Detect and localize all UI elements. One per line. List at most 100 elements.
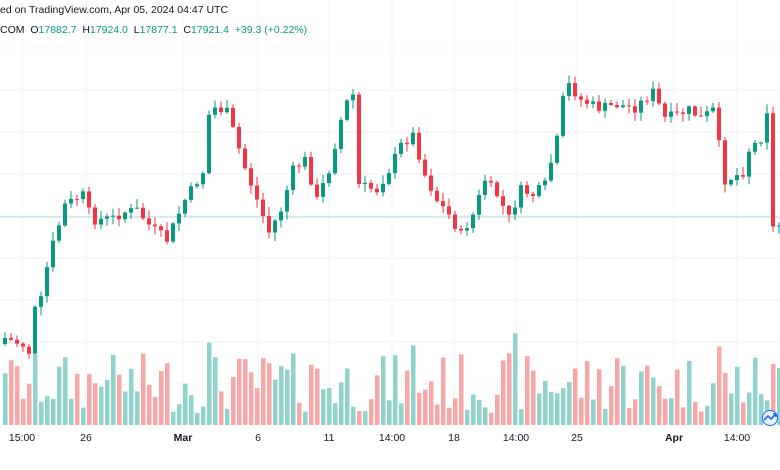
candle-body	[339, 119, 343, 149]
candle-body	[261, 199, 265, 216]
candle-body	[213, 107, 217, 115]
candle-body	[507, 205, 511, 215]
volume-bar	[237, 358, 242, 425]
candle-body	[225, 107, 229, 113]
volume-bar	[741, 402, 746, 425]
volume-bar	[555, 393, 560, 425]
volume-bar	[273, 379, 278, 425]
candle-body	[609, 103, 613, 105]
x-tick-label: 6	[255, 432, 261, 444]
volume-bar	[405, 370, 410, 425]
candle-body	[63, 203, 67, 226]
volume-bar	[363, 411, 368, 425]
volume-bar	[207, 342, 212, 425]
candle-body	[219, 107, 223, 113]
volume-bar	[135, 391, 140, 425]
volume-bar	[657, 386, 662, 425]
candle-body	[93, 207, 97, 225]
candle-body	[195, 184, 199, 187]
candle-body	[177, 213, 181, 224]
candle-body	[345, 100, 349, 120]
volume-bar	[93, 383, 98, 425]
volume-bar	[471, 394, 476, 425]
volume-bar	[567, 382, 572, 425]
candle-body	[423, 159, 427, 176]
candle-body	[399, 142, 403, 154]
volume-bar	[309, 364, 314, 425]
candle-body	[711, 107, 715, 112]
volume-bar	[531, 370, 536, 425]
candle-body	[69, 198, 73, 204]
volume-bar	[699, 411, 704, 425]
volume-bar	[585, 361, 590, 425]
volume-bar	[705, 405, 710, 425]
candle-body	[411, 132, 415, 145]
candle-body	[87, 191, 91, 208]
open-value: 17882.7	[38, 24, 77, 36]
candle-body	[33, 306, 37, 354]
candle-body	[669, 111, 673, 117]
volume-bar	[399, 403, 404, 425]
candle-body	[537, 185, 541, 196]
volume-bar	[357, 411, 362, 425]
volume-bar	[513, 333, 518, 425]
candle-body	[555, 135, 559, 163]
volume-bar	[231, 376, 236, 425]
candle-body	[21, 343, 25, 347]
volume-bar	[9, 360, 14, 425]
candle-body	[3, 337, 7, 344]
volume-bar	[717, 346, 722, 425]
volume-bar	[63, 357, 68, 425]
candle-body	[153, 224, 157, 227]
volume-bar	[69, 398, 74, 425]
volume-bar	[153, 397, 158, 425]
candle-body	[663, 103, 667, 117]
x-tick-label: 14:00	[723, 432, 751, 444]
candle-body	[441, 201, 445, 207]
candle-body	[627, 105, 631, 107]
high-label: H	[82, 24, 90, 36]
candle-body	[405, 142, 409, 145]
candle-body	[15, 339, 19, 344]
volume-bar	[27, 383, 32, 425]
x-tick-label: 11	[323, 432, 335, 444]
candle-body	[249, 168, 253, 186]
volume-bar	[519, 409, 524, 425]
volume-bar	[681, 407, 686, 425]
candle-body	[255, 185, 259, 200]
volume-bar	[351, 406, 356, 425]
change-value: +39.3 (+0.22%)	[234, 24, 308, 36]
volume-bar	[621, 365, 626, 425]
volume-bar	[453, 398, 458, 425]
candle-body	[429, 175, 433, 191]
candle-body	[117, 215, 121, 220]
candle-body	[513, 207, 517, 215]
candle-body	[603, 103, 607, 111]
volume-bar	[591, 399, 596, 425]
candle-body	[453, 214, 457, 229]
candle-body	[231, 107, 235, 127]
candle-body	[579, 96, 583, 100]
candle-body	[273, 220, 277, 233]
candle-body	[705, 111, 709, 116]
volume-bar	[315, 368, 320, 425]
volume-bar	[441, 357, 446, 425]
volume-bar	[87, 374, 92, 425]
volume-bar	[429, 381, 434, 425]
x-tick-label: 14:00	[378, 432, 406, 444]
volume-bar	[303, 411, 308, 425]
volume-bar	[393, 355, 398, 425]
candle-body	[777, 225, 780, 227]
x-tick-label: Mar	[173, 432, 193, 444]
candle-body	[81, 191, 85, 200]
volume-bar	[219, 391, 224, 425]
volume-bar	[447, 407, 452, 425]
volume-bar	[387, 400, 392, 425]
candle-body	[141, 207, 145, 219]
tradingview-logo-icon[interactable]	[760, 410, 780, 426]
high-value: 17924.0	[89, 24, 128, 36]
candle-body	[759, 142, 763, 144]
